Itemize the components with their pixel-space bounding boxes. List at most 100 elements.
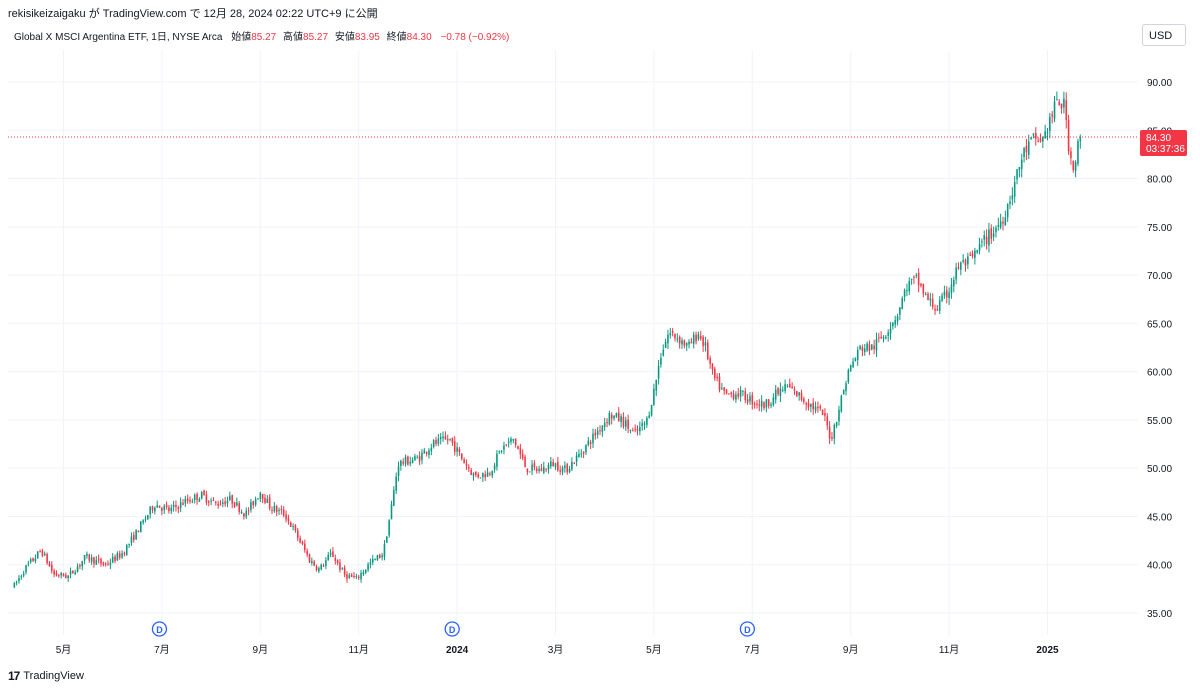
candle-down — [346, 574, 348, 579]
candle-down — [238, 503, 241, 512]
last-price-countdown: 03:37:36 — [1146, 144, 1185, 155]
candle-up — [90, 557, 93, 562]
candle-up — [603, 422, 606, 427]
candle-up — [882, 337, 885, 339]
tradingview-logo[interactable]: 17 TradingView — [8, 669, 84, 683]
candle-down — [599, 430, 601, 432]
candle-up — [592, 433, 594, 444]
high-label: 高値 — [283, 32, 304, 43]
candle-down — [484, 474, 487, 478]
candle-down — [702, 336, 704, 347]
candle-down — [165, 504, 168, 507]
candle-down — [418, 456, 421, 462]
publish-info: rekisikeizaigaku が TradingView.com で 12月… — [8, 8, 378, 20]
candle-up — [704, 342, 707, 346]
candle-down — [332, 551, 334, 557]
candle-up — [1042, 137, 1044, 142]
candle-down — [247, 510, 250, 512]
candle-up — [538, 469, 540, 471]
candle-up — [960, 262, 962, 270]
candle-up — [130, 536, 133, 543]
y-tick-label: 35.00 — [1147, 609, 1172, 620]
candle-up — [83, 555, 86, 561]
candle-up — [149, 506, 151, 515]
candle-up — [36, 551, 39, 558]
candle-down — [48, 563, 51, 566]
candle-up — [629, 429, 632, 431]
candle-down — [517, 446, 519, 450]
candle-up — [341, 568, 344, 570]
candle-up — [423, 450, 426, 454]
candle-up — [955, 267, 957, 280]
candle-down — [767, 399, 770, 407]
price-axis[interactable]: 35.00 40.00 45.00 50.00 55.00 60.00 65.00 70.00… — [1147, 78, 1172, 620]
candle-up — [896, 316, 899, 322]
candle-down — [1039, 138, 1042, 142]
candle-up — [329, 552, 332, 555]
candle-up — [639, 426, 641, 432]
candle-down — [88, 554, 91, 561]
candle-up — [859, 345, 861, 349]
candle-up — [1018, 167, 1021, 170]
candle-down — [737, 393, 740, 397]
candle-down — [1065, 100, 1068, 121]
candle-up — [76, 566, 79, 572]
candle-up — [770, 404, 772, 406]
candle-down — [123, 552, 126, 554]
candle-up — [772, 397, 775, 406]
candle-up — [367, 564, 369, 570]
candle-up — [327, 554, 330, 561]
candle-down — [699, 336, 702, 339]
candle-up — [779, 388, 782, 396]
candle-down — [93, 557, 95, 564]
candle-up — [140, 521, 142, 532]
candle-down — [566, 464, 569, 473]
time-axis[interactable]: 5月 7月 9月 11月 2024 3月 5月 7月 9月 11月 2025 — [56, 644, 1059, 656]
candle-up — [128, 543, 130, 545]
candle-down — [931, 299, 934, 308]
x-tick-label: 7月 — [154, 644, 170, 656]
candle-up — [662, 350, 665, 356]
candle-down — [322, 565, 325, 567]
candle-up — [561, 467, 564, 473]
candle-up — [786, 385, 789, 387]
candle-down — [212, 499, 215, 501]
candle-up — [774, 389, 777, 400]
y-tick-label: 50.00 — [1147, 464, 1172, 475]
dividend-marker: D — [151, 621, 168, 637]
candle-down — [758, 404, 761, 406]
candle-up — [226, 500, 229, 504]
candle-up — [760, 400, 763, 407]
candle-up — [528, 471, 531, 473]
candle-up — [620, 416, 622, 422]
candle-up — [210, 500, 212, 502]
candle-up — [863, 348, 866, 353]
candle-up — [193, 494, 196, 501]
candle-down — [533, 463, 536, 468]
candle-up — [1053, 101, 1056, 119]
candle-up — [273, 505, 276, 512]
candle-up — [983, 234, 986, 240]
candle-up — [810, 403, 812, 407]
candle-up — [585, 444, 587, 453]
candle-up — [60, 572, 62, 576]
currency-button[interactable]: USD — [1142, 24, 1186, 46]
candle-up — [1027, 141, 1030, 156]
x-tick-label: 9月 — [843, 644, 859, 656]
candle-down — [343, 567, 346, 575]
candle-up — [449, 438, 451, 440]
candle-up — [667, 334, 669, 344]
candle-down — [489, 473, 491, 475]
candle-up — [292, 526, 294, 528]
candle-up — [362, 572, 365, 575]
candle-down — [79, 565, 81, 567]
candle-down — [730, 392, 733, 395]
candle-up — [369, 562, 372, 565]
candle-up — [493, 465, 496, 470]
candle-down — [104, 563, 107, 565]
candle-up — [856, 349, 859, 360]
candle-down — [873, 345, 875, 350]
candle-down — [280, 508, 283, 511]
candle-up — [121, 553, 123, 558]
